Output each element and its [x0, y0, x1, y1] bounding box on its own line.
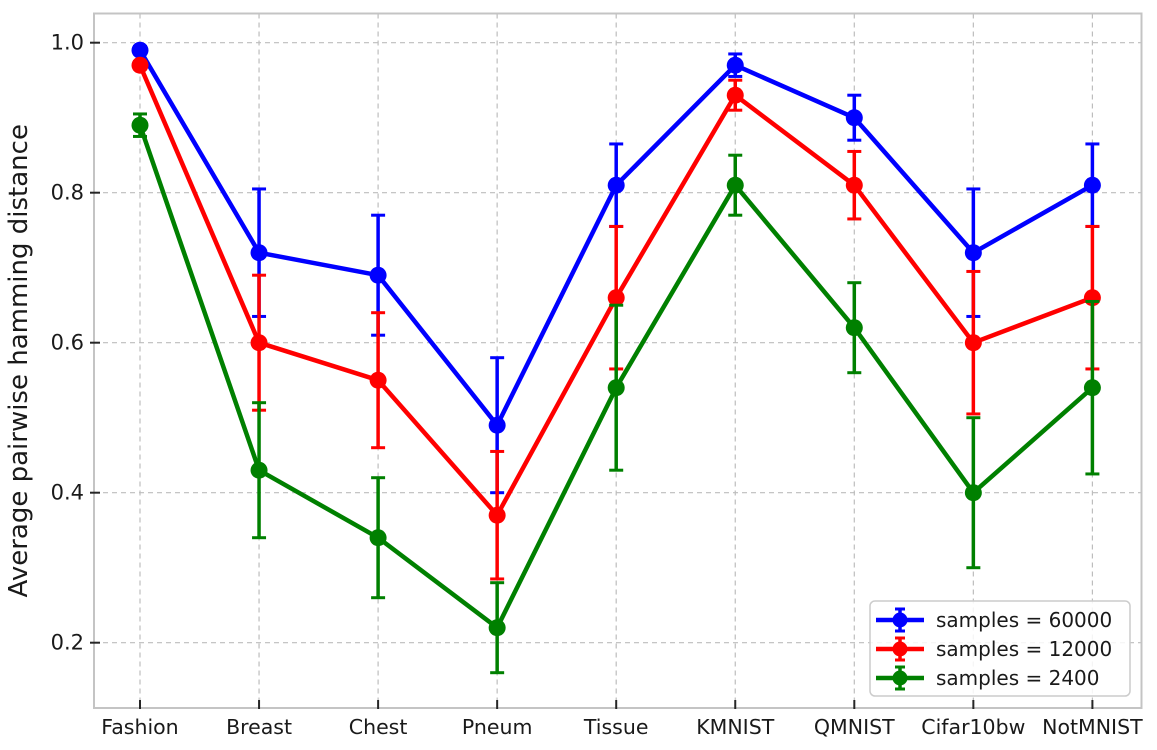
y-tick-label: 0.8: [51, 181, 84, 205]
x-tick-label: QMNIST: [814, 715, 895, 739]
data-point: [726, 176, 744, 194]
data-point: [607, 379, 625, 397]
x-tick-label: Fashion: [101, 715, 178, 739]
data-point: [845, 109, 863, 127]
series-samples-2400: [131, 112, 1101, 675]
x-tick-label: KMNIST: [696, 715, 775, 739]
data-point: [964, 484, 982, 502]
y-tick-label: 0.2: [51, 631, 84, 655]
data-point: [845, 319, 863, 337]
legend-label: samples = 12000: [936, 637, 1112, 661]
x-tick-label: Cifar10bw: [921, 715, 1025, 739]
series-samples-12000: [131, 56, 1101, 581]
legend-marker-point: [892, 670, 908, 686]
data-point: [369, 529, 387, 547]
y-tick-label: 0.6: [51, 331, 84, 355]
y-tick-label: 0.4: [51, 481, 84, 505]
data-point: [964, 334, 982, 352]
data-point: [845, 176, 863, 194]
legend-marker-point: [892, 612, 908, 628]
data-point: [131, 41, 149, 59]
data-point: [369, 371, 387, 389]
x-tick-label: NotMNIST: [1042, 715, 1143, 739]
legend-marker-point: [892, 641, 908, 657]
data-point: [250, 461, 268, 479]
data-point: [369, 266, 387, 284]
data-point: [964, 244, 982, 262]
legend-entry: samples = 2400: [876, 665, 1100, 691]
axes-frame: [93, 12, 1143, 709]
y-axis-label: Average pairwise hamming distance: [4, 124, 34, 597]
data-point: [250, 244, 268, 262]
data-point: [131, 116, 149, 134]
data-point: [1083, 379, 1101, 397]
legend-label: samples = 2400: [936, 666, 1100, 690]
data-point: [131, 56, 149, 74]
data-point: [488, 619, 506, 637]
data-point: [250, 334, 268, 352]
x-tick-label: Chest: [349, 715, 408, 739]
data-point: [607, 289, 625, 307]
data-point: [1083, 176, 1101, 194]
legend: samples = 60000 samples = 12000 samples = …: [869, 600, 1131, 697]
data-point: [488, 506, 506, 524]
legend-entry: samples = 12000: [876, 636, 1112, 662]
data-point: [726, 56, 744, 74]
x-tick-label: Pneum: [462, 715, 533, 739]
data-point: [488, 416, 506, 434]
data-point: [607, 176, 625, 194]
legend-label: samples = 60000: [936, 608, 1112, 632]
legend-entry: samples = 60000: [876, 607, 1112, 633]
data-point: [726, 86, 744, 104]
x-tick-label: Tissue: [583, 715, 649, 739]
legend-box: [869, 600, 1131, 697]
y-tick-label: 1.0: [51, 31, 84, 55]
x-tick-label: Breast: [226, 715, 292, 739]
